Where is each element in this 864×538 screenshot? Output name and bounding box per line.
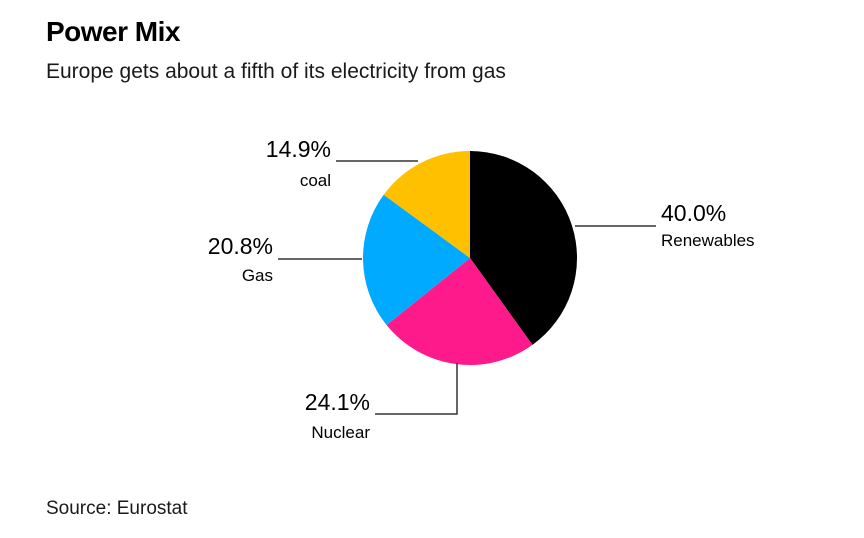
chart-subtitle: Europe gets about a fifth of its electri… — [46, 60, 506, 83]
pie-slice-gas — [362, 194, 470, 326]
slice-value-nuclear: 24.1% — [305, 389, 370, 415]
slice-labels: 40.0% Renewables 24.1% Nuclear 20.8% Gas 14.9%… — [208, 136, 755, 442]
leader-lines — [278, 160, 656, 415]
chart-title: Power Mix — [46, 16, 180, 47]
pie-slice-coal — [383, 151, 470, 258]
slice-label-nuclear: Nuclear — [311, 423, 370, 442]
pie-slices — [362, 151, 578, 366]
slice-value-gas: 20.8% — [208, 233, 273, 259]
slice-value-coal: 14.9% — [266, 136, 331, 162]
slice-label-gas: Gas — [242, 266, 273, 285]
slice-label-renewables: Renewables — [661, 231, 755, 250]
leader-line-nuclear — [375, 363, 458, 415]
pie-slice-renewables — [470, 151, 578, 345]
pie-slice-nuclear — [386, 258, 533, 366]
slice-label-coal: coal — [300, 171, 331, 190]
slice-value-renewables: 40.0% — [661, 200, 726, 226]
source-note: Source: Eurostat — [46, 498, 188, 519]
